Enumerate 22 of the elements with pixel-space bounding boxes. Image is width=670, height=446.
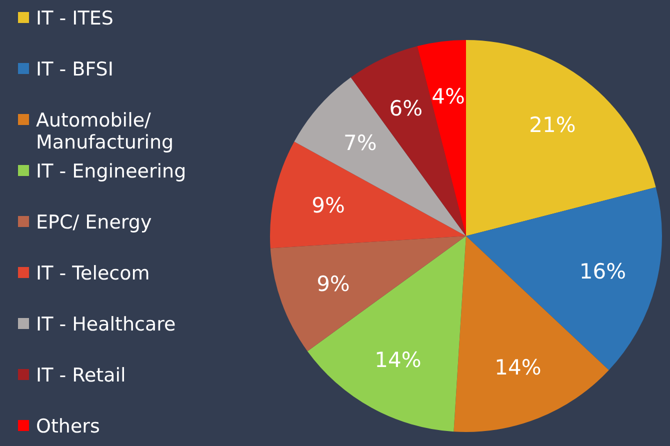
data-label: 7% — [343, 131, 377, 156]
legend-label: EPC/ Energy — [36, 212, 152, 234]
legend-label: Others — [36, 416, 100, 438]
data-label: 14% — [374, 348, 422, 372]
data-label: 9% — [312, 194, 345, 218]
data-label: 21% — [529, 112, 576, 137]
data-label: 4% — [432, 84, 465, 108]
legend-label: IT - Healthcare — [36, 314, 176, 336]
legend-label: IT - Retail — [36, 364, 126, 387]
pie-slice — [270, 236, 466, 352]
legend-label: IT - Engineering — [36, 160, 186, 183]
data-label: 9% — [316, 272, 350, 296]
pie-slice — [466, 40, 656, 236]
pie-slice — [307, 236, 466, 432]
data-label: 6% — [389, 96, 423, 121]
pie-slice — [294, 77, 466, 236]
legend-label: IT - ITES — [36, 8, 114, 30]
legend-label: Automobile/ Manufacturing — [36, 110, 174, 154]
data-label: 16% — [579, 259, 626, 284]
legend-label: IT - Telecom — [36, 262, 150, 285]
data-label: 14% — [494, 356, 542, 380]
legend-label: IT - BFSI — [36, 58, 114, 81]
